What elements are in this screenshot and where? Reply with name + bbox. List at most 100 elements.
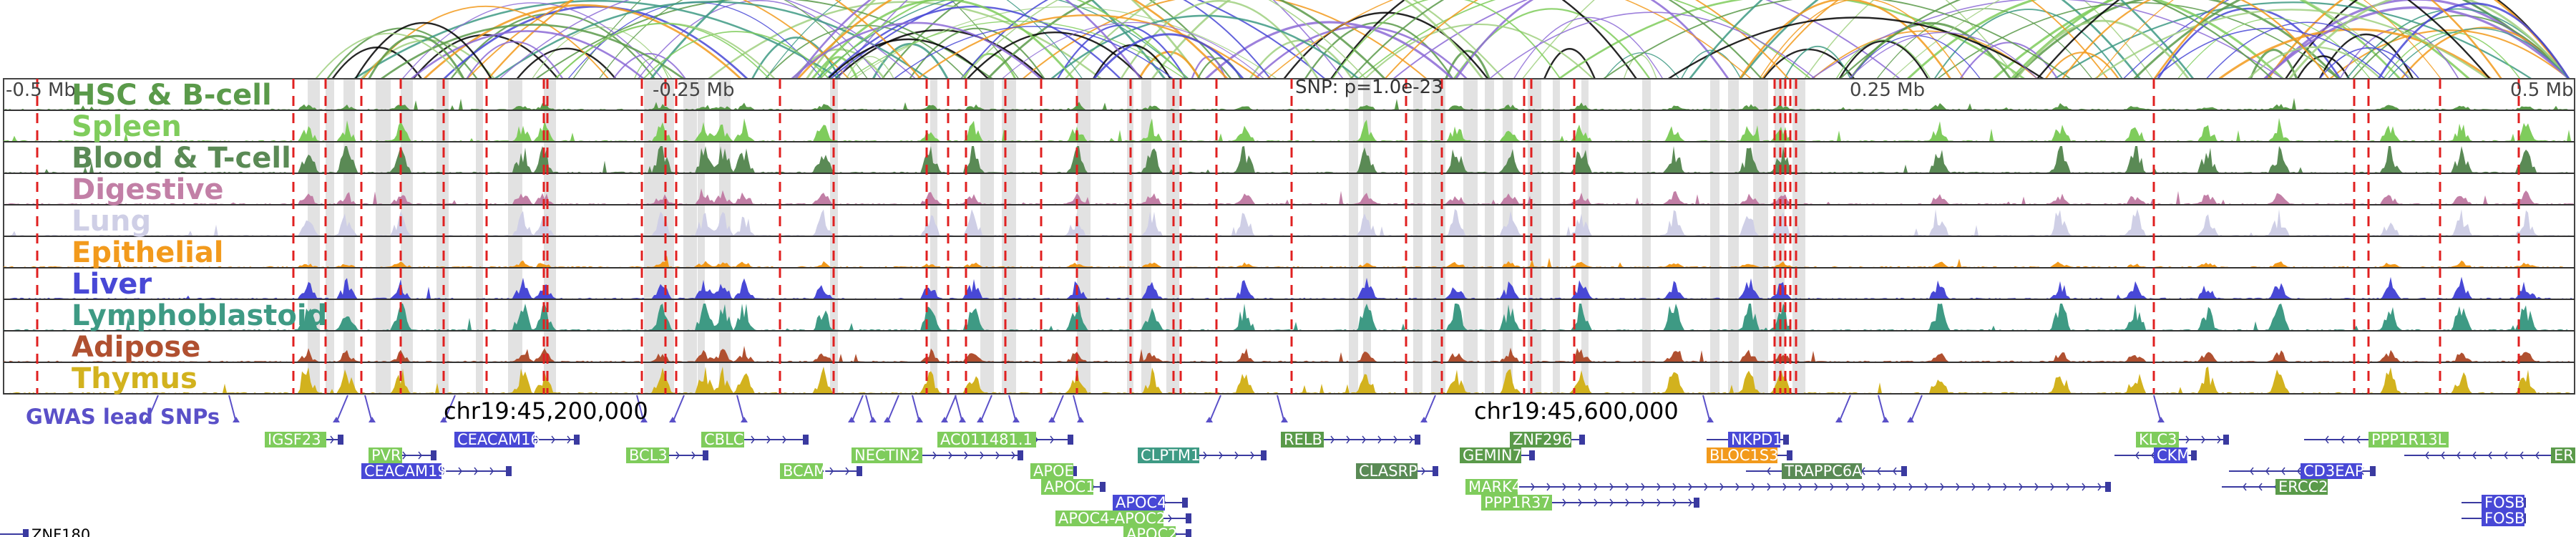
interaction-arc (412, 34, 559, 79)
gene-label-box (626, 448, 669, 463)
gene-strand-arrow (1877, 467, 1881, 475)
gene-strand-arrow (2097, 483, 2102, 491)
coordinate-label: chr19:45,200,000 (444, 397, 648, 425)
interaction-arc (1267, 0, 1752, 79)
gene-label: MARK4 (1468, 478, 1521, 495)
interaction-arc (1022, 0, 1428, 79)
gene-strand-arrow (2003, 483, 2007, 491)
interaction-arc (1392, 0, 1901, 79)
gene-strand-arrow (1234, 451, 1239, 460)
gene-exon (23, 529, 29, 537)
gene-strand-arrow (1609, 498, 1614, 507)
gene-strand-arrow (1625, 498, 1629, 507)
gene-label: GEMIN7 (1463, 447, 1522, 464)
track-signal (4, 304, 2575, 331)
gene-annotation: CLPTM1 (1138, 447, 1267, 464)
interaction-arc (1959, 42, 2059, 79)
track-label: Thymus (72, 362, 197, 395)
interaction-arc (853, 6, 1277, 79)
gene-annotation: AC011481.1 (937, 431, 1073, 448)
gene-label: AC011481.1 (940, 431, 1033, 448)
interaction-arc (1283, 11, 1489, 79)
gwas-snp-tick (146, 395, 159, 423)
gene-label-box (369, 448, 402, 463)
gwas-snp-tick (2153, 395, 2162, 423)
interaction-arc (450, 13, 655, 79)
interaction-arc (2249, 48, 2298, 79)
gene-annotation: APOE (1030, 463, 1077, 480)
gene-label-box (1460, 448, 1521, 463)
gene-strand-arrow (458, 467, 462, 475)
gene-strand-arrow (2488, 451, 2492, 460)
interaction-arc (1357, 0, 1811, 79)
gwas-snp-tick (672, 395, 685, 423)
gwas-snp-tick (1277, 395, 1285, 423)
interaction-arc (1513, 17, 1664, 79)
gene-exon (1018, 450, 1023, 460)
interaction-arc (1205, 21, 1453, 80)
interaction-arc (1364, 23, 1594, 79)
gene-label-box (1356, 463, 1418, 479)
interaction-arc (846, 56, 894, 79)
gene-strand-arrow (964, 451, 968, 460)
gwas-snp-tick (955, 395, 963, 423)
coordinate-label: chr19:45,600,000 (1474, 397, 1679, 425)
gene-strand-arrow (2441, 451, 2445, 460)
gene-strand-arrow (551, 435, 555, 444)
gene-label: BLOC1S3 (1709, 447, 1779, 464)
gwas-snp-marker (848, 417, 855, 422)
interaction-arc (1804, 0, 2154, 79)
gene-strand-arrow (1719, 483, 1724, 491)
gene-strand-arrow (675, 451, 680, 460)
gene-strand-arrow (2201, 435, 2205, 444)
gwas-snp-markers (143, 395, 2165, 423)
interaction-arc (331, 47, 422, 79)
gene-label: APOC2 (1126, 526, 1178, 537)
gene-label-box (1510, 432, 1571, 448)
gene-label: APOE (1033, 463, 1074, 480)
gene-strand-arrow (2535, 451, 2540, 460)
gene-strand-arrow (1987, 483, 1991, 491)
gene-label: APOC4 (1116, 494, 1167, 511)
gene-strand-arrow (1798, 483, 1802, 491)
gene-strand-arrow (2050, 483, 2054, 491)
gene-strand-arrow (418, 451, 422, 460)
gene-label: APOC1 (1044, 478, 1096, 495)
gwas-snp-marker (640, 417, 648, 422)
gwas-snp-tick (1209, 395, 1221, 423)
gene-annotation: ERCC2 (2222, 478, 2328, 495)
gene-label-box (2551, 448, 2575, 463)
gene-strand-arrow (1814, 483, 1818, 491)
gene-label-box (265, 432, 326, 448)
interaction-arc (354, 21, 492, 79)
axis-tick-label: 0.5 Mb (2510, 79, 2574, 101)
gwas-snp-tick (1910, 395, 1923, 423)
gwas-snp-tick (1702, 395, 1711, 423)
gene-label-box (1707, 448, 1777, 463)
gene-strand-arrow (751, 435, 755, 444)
gene-strand-arrow (1393, 435, 1397, 444)
gene-label: BCAM (783, 463, 826, 480)
track-signal (4, 276, 2575, 299)
gwas-snp-marker (916, 417, 923, 422)
interaction-arc (791, 21, 1042, 79)
gene-strand-arrow (1641, 483, 1645, 491)
gene-annotation: RELB (1281, 431, 1420, 448)
interaction-arc (794, 0, 1142, 79)
track-signal (4, 209, 2575, 236)
interaction-arc (826, 6, 1121, 79)
interaction-arc (819, 0, 1188, 79)
gwas-snp-marker (1077, 417, 1084, 422)
interaction-arc (381, 24, 685, 80)
gene-label-box (1138, 448, 1199, 463)
gene-strand-arrow (1625, 483, 1629, 491)
interaction-arc (2010, 0, 2401, 79)
gene-annotation: APOC4-APOC2 (1055, 510, 1191, 527)
gene-strand-arrow (2265, 467, 2270, 475)
interaction-arc (830, 0, 1326, 79)
interaction-arc (1330, 0, 1637, 79)
gene-strand-arrow (2472, 451, 2477, 460)
interaction-arc (1050, 14, 1360, 79)
gene-annotation: NECTIN2 (852, 447, 1023, 464)
